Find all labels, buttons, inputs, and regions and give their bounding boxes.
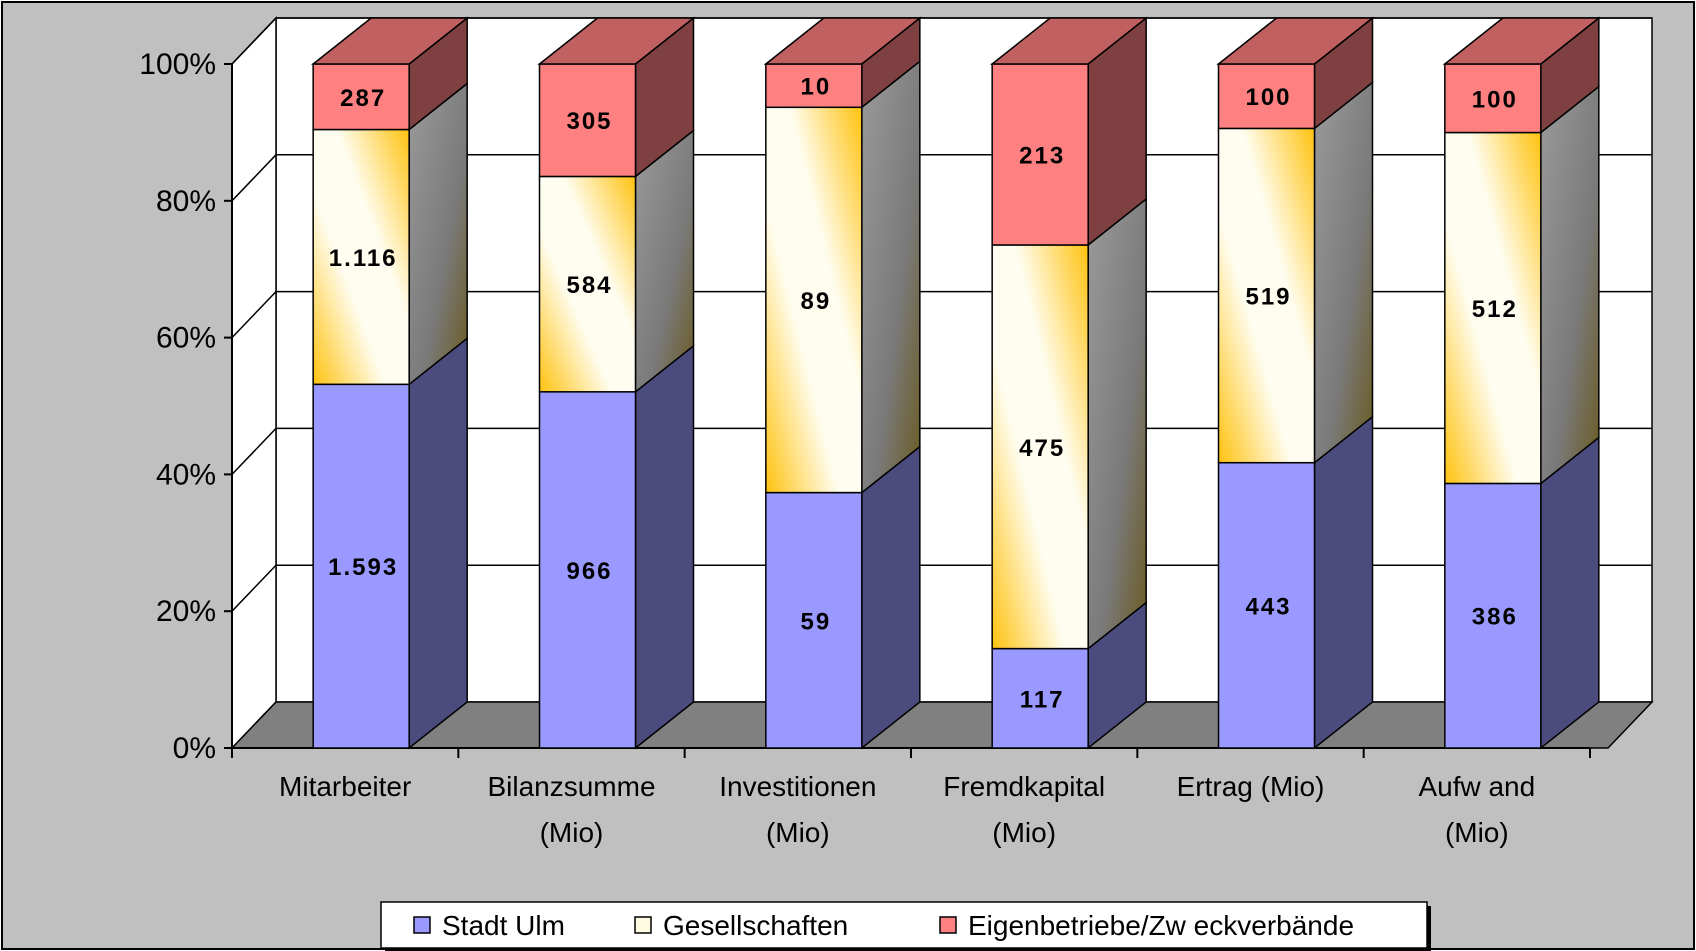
bar-segment bbox=[538, 63, 637, 178]
y-axis: 0% 20% 40% 60% 80% 100% bbox=[139, 48, 233, 765]
bar-stack: 443 519 100 bbox=[1216, 16, 1375, 750]
bar-segment bbox=[765, 491, 863, 749]
bar-segment-side bbox=[861, 445, 921, 750]
data-label: 584 bbox=[566, 272, 612, 299]
bar-segment-top bbox=[763, 17, 922, 65]
data-label: 59 bbox=[800, 608, 831, 635]
gridline bbox=[231, 564, 1652, 612]
bar-segment-top bbox=[1216, 17, 1375, 65]
legend-label: Eigenbetriebe/Zw eckverbände bbox=[968, 910, 1354, 941]
bar-segment bbox=[312, 63, 410, 131]
gridline bbox=[231, 17, 1652, 65]
x-tick-label: Mitarbeiter bbox=[279, 771, 411, 802]
bar-segment-side bbox=[1313, 80, 1374, 465]
bar-segment bbox=[312, 383, 410, 749]
bars: 1.593 1.116 287 966 584 305 59 89 10 117 475 213 443… bbox=[311, 16, 1601, 750]
gridline bbox=[231, 427, 1652, 475]
data-label: 287 bbox=[340, 85, 386, 112]
gridlines bbox=[231, 17, 1652, 612]
bar-segment-side bbox=[408, 336, 468, 750]
bar-segment-top bbox=[311, 17, 470, 65]
y-tick-label: 100% bbox=[139, 48, 216, 81]
data-label: 443 bbox=[1245, 593, 1291, 620]
data-label: 117 bbox=[1020, 686, 1065, 713]
data-label: 966 bbox=[566, 558, 612, 585]
data-label: 519 bbox=[1245, 284, 1291, 311]
y-tick-label: 20% bbox=[156, 595, 216, 628]
bar-segment bbox=[538, 175, 637, 393]
bar-segment-side bbox=[1540, 84, 1600, 485]
bar-segment bbox=[312, 128, 410, 386]
bar-stack: 386 512 100 bbox=[1442, 16, 1601, 750]
bar-segment-side bbox=[1087, 197, 1147, 651]
legend-label: Stadt Ulm bbox=[442, 910, 565, 941]
side-wall bbox=[231, 16, 277, 750]
bar-segment bbox=[1444, 63, 1542, 134]
bar-segment bbox=[1444, 482, 1542, 749]
bar-segment bbox=[991, 244, 1089, 650]
bar-segment bbox=[991, 647, 1089, 749]
y-tick-label: 0% bbox=[173, 732, 216, 765]
x-axis: Mitarbeiter Bilanzsumme (Mio) Investitionen… bbox=[231, 747, 1591, 848]
bar-segment bbox=[765, 106, 863, 494]
data-label: 512 bbox=[1472, 296, 1518, 323]
data-label: 1.593 bbox=[328, 554, 398, 581]
legend-swatch bbox=[939, 916, 957, 934]
x-tick-label: Fremdkapital bbox=[943, 771, 1105, 802]
bar-stack: 1.593 1.116 287 bbox=[311, 16, 470, 750]
data-label: 213 bbox=[1019, 142, 1065, 169]
gridline bbox=[231, 290, 1652, 339]
bar-segment-side bbox=[408, 81, 468, 386]
bar-segment bbox=[765, 63, 863, 109]
data-label: 10 bbox=[800, 74, 831, 101]
bar-segment-side bbox=[634, 344, 695, 750]
x-tick-label: (Mio) bbox=[540, 817, 604, 848]
bar-segment bbox=[1217, 127, 1316, 464]
x-tick-label: Aufw and bbox=[1418, 771, 1535, 802]
x-tick-label: Bilanzsumme bbox=[487, 771, 655, 802]
bar-segment-top bbox=[537, 17, 696, 65]
legend-box bbox=[380, 901, 1428, 949]
bar-segment-side bbox=[1540, 435, 1600, 750]
bar-segment bbox=[1444, 131, 1542, 485]
bar-segment-side bbox=[1313, 415, 1374, 750]
data-label: 386 bbox=[1472, 604, 1518, 631]
bar-segment bbox=[1217, 63, 1316, 130]
legend: Stadt Ulm Gesellschaften Eigenbetriebe/Zw … bbox=[380, 901, 1431, 951]
data-label: 305 bbox=[566, 108, 612, 135]
legend-label: Gesellschaften bbox=[663, 910, 848, 941]
x-tick-label: (Mio) bbox=[766, 817, 830, 848]
legend-swatch bbox=[413, 916, 431, 934]
x-tick-label: (Mio) bbox=[1445, 817, 1509, 848]
bar-segment bbox=[991, 63, 1089, 246]
bar-segment bbox=[538, 391, 637, 749]
data-label: 100 bbox=[1472, 86, 1518, 113]
data-label: 89 bbox=[800, 288, 831, 315]
x-tick-label: Ertrag (Mio) bbox=[1177, 771, 1325, 802]
bar-segment-top bbox=[990, 17, 1149, 65]
bar-stack: 59 89 10 bbox=[763, 16, 922, 750]
x-tick-label: (Mio) bbox=[992, 817, 1056, 848]
bar-segment-side bbox=[861, 59, 921, 495]
bar-stack: 117 475 213 bbox=[990, 16, 1149, 750]
gridline bbox=[231, 154, 1652, 202]
bar-segment-top bbox=[1442, 17, 1601, 65]
y-tick-label: 60% bbox=[156, 322, 216, 355]
data-label: 100 bbox=[1245, 84, 1291, 111]
y-tick-label: 40% bbox=[156, 458, 216, 491]
data-label: 475 bbox=[1019, 435, 1065, 462]
y-tick-label: 80% bbox=[156, 185, 216, 218]
x-tick-label: Investitionen bbox=[719, 771, 876, 802]
bar-stack: 966 584 305 bbox=[537, 16, 696, 750]
data-label: 1.116 bbox=[329, 245, 398, 272]
legend-swatch bbox=[634, 916, 652, 934]
